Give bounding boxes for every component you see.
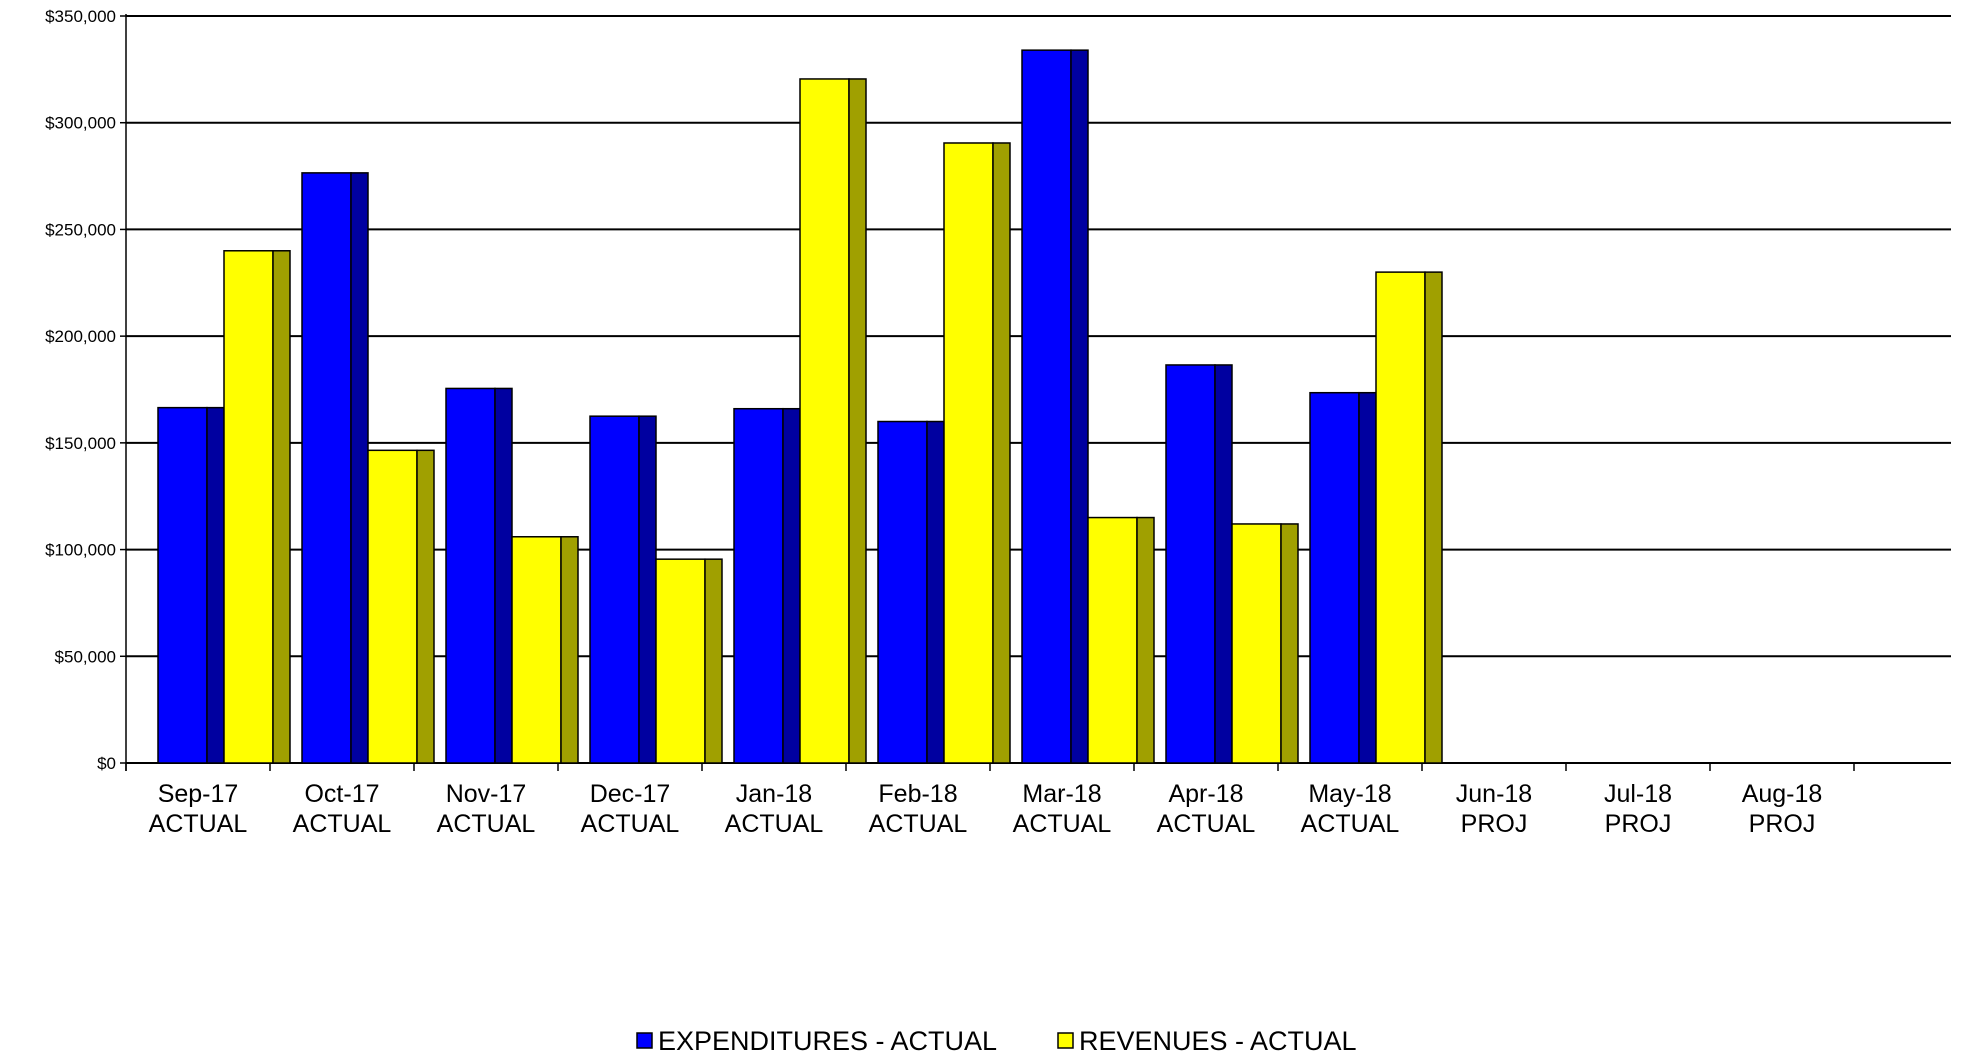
- bar-revenues: [1231, 523, 1282, 764]
- bar-side-expenditures: [206, 406, 225, 764]
- y-tick-label: $250,000: [45, 220, 116, 239]
- bar-revenues: [1087, 516, 1138, 764]
- bar-side-expenditures: [782, 407, 801, 764]
- bars: [157, 49, 1443, 764]
- x-tick-label: Jun-18 PROJ: [1456, 780, 1532, 838]
- bar-side-revenues: [1280, 523, 1299, 764]
- x-tick-label: Jul-18 PROJ: [1604, 780, 1672, 838]
- x-tick-label: Aug-18 PROJ: [1742, 780, 1823, 838]
- bar-side-revenues: [1136, 516, 1155, 764]
- y-tick-label: $350,000: [45, 7, 116, 26]
- y-tick-label: $150,000: [45, 434, 116, 453]
- x-tick-label: Dec-17 ACTUAL: [581, 780, 680, 838]
- legend-label: EXPENDITURES - ACTUAL: [658, 1026, 997, 1056]
- y-tick-label: $0: [97, 754, 116, 773]
- bar-side-revenues: [1424, 271, 1443, 764]
- bar-revenues: [799, 78, 850, 764]
- x-tick-label: May-18 ACTUAL: [1301, 780, 1400, 838]
- legend-swatch: [1057, 1032, 1074, 1049]
- x-tick-label: Mar-18 ACTUAL: [1013, 780, 1112, 838]
- bar-side-expenditures: [1070, 49, 1089, 764]
- legend-label: REVENUES - ACTUAL: [1079, 1026, 1357, 1056]
- x-tick-label: Apr-18 ACTUAL: [1157, 780, 1256, 838]
- axis-labels: $0 $50,000 $100,000 $150,000 $200,000 $250,00…: [45, 7, 1822, 838]
- x-tick-label: Nov-17 ACTUAL: [437, 780, 536, 838]
- bar-expenditures: [445, 387, 496, 764]
- y-tick-label: $100,000: [45, 541, 116, 560]
- bar-side-expenditures: [494, 387, 513, 764]
- bar-expenditures: [301, 172, 352, 764]
- bar-side-expenditures: [926, 420, 945, 764]
- x-tick-label: Feb-18 ACTUAL: [869, 780, 968, 838]
- bar-expenditures: [1021, 49, 1072, 764]
- bar-side-revenues: [848, 78, 867, 764]
- bar-expenditures: [589, 415, 640, 764]
- bar-expenditures: [733, 407, 784, 764]
- x-tick-label: Oct-17 ACTUAL: [293, 780, 392, 838]
- bar-side-expenditures: [1358, 391, 1377, 764]
- bar-revenues: [511, 536, 562, 764]
- y-tick-label: $50,000: [55, 647, 116, 666]
- x-tick-label: Jan-18 ACTUAL: [725, 780, 824, 838]
- axes: [120, 14, 1855, 771]
- bar-side-revenues: [272, 250, 291, 764]
- bar-side-expenditures: [638, 415, 657, 764]
- bar-expenditures: [1165, 364, 1216, 764]
- bar-side-expenditures: [350, 172, 369, 764]
- bar-side-revenues: [416, 449, 435, 764]
- bar-revenues: [943, 142, 994, 764]
- bar-expenditures: [877, 420, 928, 764]
- bar-side-revenues: [992, 142, 1011, 764]
- y-tick-label: $200,000: [45, 327, 116, 346]
- bar-side-expenditures: [1214, 364, 1233, 764]
- bar-side-revenues: [704, 558, 723, 764]
- bar-revenues: [655, 558, 706, 764]
- bar-revenues: [1375, 271, 1426, 764]
- bar-revenues: [367, 449, 418, 764]
- bar-side-revenues: [560, 536, 579, 764]
- bar-expenditures: [1309, 391, 1360, 764]
- bar-expenditures: [157, 406, 208, 764]
- x-tick-label: Sep-17 ACTUAL: [149, 780, 248, 838]
- bar-revenues: [223, 250, 274, 764]
- legend: EXPENDITURES - ACTUAL REVENUES - ACTUAL: [636, 1026, 1357, 1056]
- y-tick-label: $300,000: [45, 114, 116, 133]
- legend-swatch: [636, 1032, 653, 1049]
